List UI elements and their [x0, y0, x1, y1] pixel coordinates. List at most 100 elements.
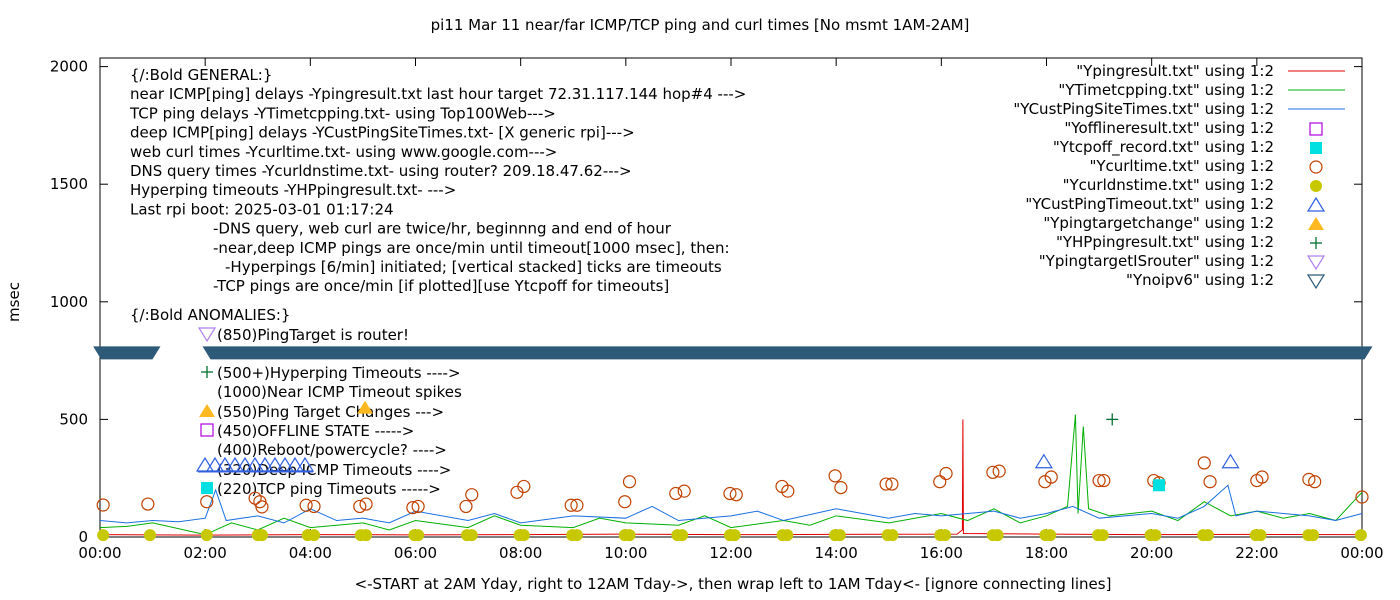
noipv6-band [202, 346, 1373, 360]
x-tick-label: 04:00 [289, 544, 332, 562]
y-tick-label: 1000 [50, 293, 88, 311]
x-tick-label: 16:00 [920, 544, 963, 562]
curl-time-point [885, 477, 899, 491]
x-tick-label: 22:00 [1235, 544, 1278, 562]
dns-time-point [360, 529, 373, 542]
y-tick-label: 0 [78, 528, 88, 546]
dns-time-point [833, 529, 846, 542]
curl-time-point [677, 484, 691, 498]
curl-time-point [459, 499, 473, 514]
anomaly-key-label: (220)TCP ping Timeouts -----> [217, 480, 441, 498]
legend-label: "Ycurltime.txt" using 1:2 [1089, 157, 1274, 175]
legend-label: "Ypingtargetchange" using 1:2 [1043, 214, 1274, 232]
dns-time-point [143, 529, 156, 542]
legend-label: "YTimetcpping.txt" using 1:2 [1058, 81, 1274, 99]
anomaly-key-marker [201, 366, 213, 378]
dns-time-point [517, 529, 530, 542]
y-tick-label: 2000 [50, 58, 88, 76]
curl-time-point [986, 465, 1000, 479]
y-axis-label: msec [5, 282, 23, 322]
curl-time-point [1097, 473, 1111, 488]
curl-time-point [622, 475, 637, 489]
dns-time-point [886, 529, 899, 542]
dns-time-point [97, 529, 110, 542]
annotation-line: deep ICMP[ping] delays -YCustPingSiteTim… [130, 124, 635, 142]
dns-time-point [308, 529, 321, 542]
annotation-line: TCP ping delays -YTimetcpping.txt- using… [129, 104, 556, 122]
curl-time-point [781, 484, 795, 498]
curl-time-point [992, 464, 1006, 478]
x-axis-label: <-START at 2AM Yday, right to 12AM Tday-… [355, 575, 1112, 593]
dns-time-point [623, 529, 636, 542]
x-tick-label: 14:00 [815, 544, 858, 562]
curl-time-point [723, 486, 737, 501]
curl-time-point [96, 498, 110, 512]
curl-time-point [1092, 473, 1106, 488]
dns-time-point [570, 529, 583, 542]
anomaly-key-label: (1000)Near ICMP Timeout spikes [217, 383, 462, 401]
anomaly-key-marker [285, 456, 305, 472]
annotation-line: {/:Bold GENERAL:} [130, 66, 272, 84]
legend-label: "YHPpingresult.txt" using 1:2 [1056, 233, 1274, 251]
legend-label: "YpingtargetISrouter" using 1:2 [1039, 252, 1274, 270]
anomaly-key-marker [255, 456, 275, 472]
hyperping-timeout-point [1106, 413, 1119, 426]
anomaly-key-marker [245, 456, 265, 472]
legend-marker [1308, 217, 1324, 230]
legend-label: "YCustPingSiteTimes.txt" using 1:2 [1013, 100, 1274, 118]
ping-target-change-point [357, 400, 374, 414]
curl-time-point [1203, 475, 1217, 489]
curl-time-point [1308, 475, 1322, 489]
curl-time-point [255, 500, 269, 514]
curl-time-point [1044, 470, 1058, 484]
anomaly-key-label: (550)Ping Target Changes ---> [217, 403, 444, 421]
legend-marker [1310, 180, 1322, 192]
x-tick-label: 10:00 [604, 544, 647, 562]
legend-label: "Ypingresult.txt" using 1:2 [1076, 62, 1274, 80]
dns-time-point [1096, 529, 1109, 542]
curl-time-point [141, 497, 155, 511]
curl-time-point [879, 477, 893, 491]
tcp-ping-timeout-point [1153, 479, 1166, 492]
anomaly-key-marker [265, 456, 285, 472]
anomaly-key-label: (400)Reboot/powercycle? ----> [217, 441, 447, 459]
chart-title: pi11 Mar 11 near/far ICMP/TCP ping and c… [431, 16, 970, 34]
dns-time-point [781, 529, 794, 542]
curl-time-point [359, 497, 373, 511]
curl-time-point [939, 466, 953, 481]
dns-time-point [1201, 529, 1214, 542]
anomaly-key-marker [201, 482, 213, 494]
dns-time-point [1307, 529, 1320, 542]
legend-marker [1306, 255, 1326, 271]
x-tick-label: 06:00 [394, 544, 437, 562]
dns-time-point [412, 529, 425, 542]
curl-time-point [517, 479, 531, 494]
annotation-line: {/:Bold ANOMALIES:} [130, 306, 290, 324]
annotation-line: DNS query times -Ycurldnstime.txt- using… [130, 162, 632, 180]
curl-time-point [570, 498, 584, 512]
anomaly-key-label: (500+)Hyperping Timeouts ----> [217, 364, 461, 382]
dns-time-point [255, 529, 268, 542]
curl-time-point [248, 491, 262, 505]
x-tick-label: 08:00 [499, 544, 542, 562]
anomaly-key-marker [225, 456, 245, 472]
curl-time-point [353, 499, 367, 514]
legend-marker [1310, 237, 1322, 249]
anomaly-key-label: (850)PingTarget is router! [217, 326, 409, 344]
dns-time-point [939, 529, 952, 542]
y-tick-label: 1500 [50, 175, 88, 193]
plot-area: 0 500 1000 1500 2000 00:00 02:00 04:00 06:00 08:0… [50, 57, 1384, 562]
legend-label: "Yofflineresult.txt" using 1:2 [1064, 119, 1274, 137]
series-line-YCustPingSiteTimes-txt [99, 484, 1363, 524]
x-tick-label: 20:00 [1130, 544, 1173, 562]
curl-time-point [465, 488, 479, 502]
noipv6-band [93, 346, 161, 360]
curl-time-point [299, 498, 313, 512]
curl-time-point [200, 495, 214, 509]
series-line-YTimetcpping-txt [99, 414, 1363, 536]
curl-time-point [1197, 456, 1211, 470]
dns-time-point [465, 529, 478, 542]
anomaly-key-marker [200, 423, 214, 437]
legend-marker [1306, 196, 1326, 212]
anomaly-key-marker [195, 456, 215, 472]
